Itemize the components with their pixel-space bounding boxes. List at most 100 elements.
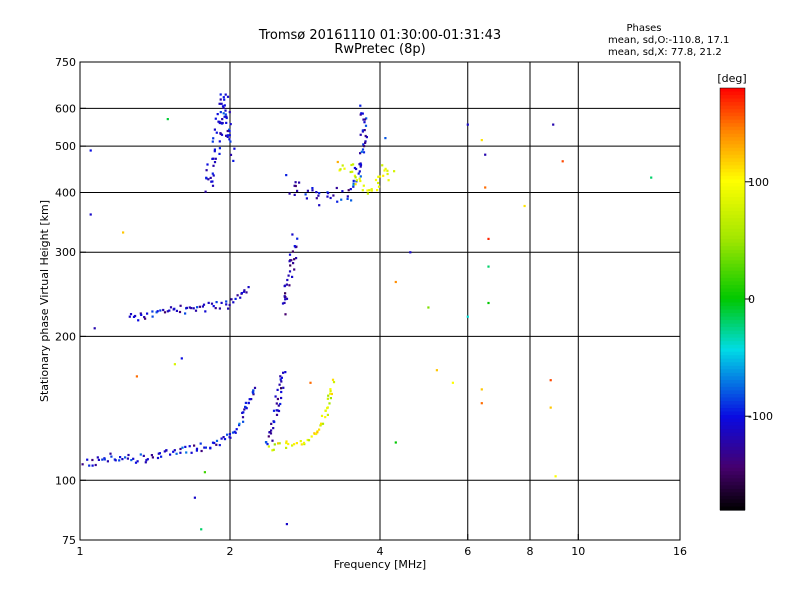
trace-point xyxy=(318,428,321,431)
trace-point xyxy=(222,106,225,109)
phase-colorbar: [deg] -100 0 100 xyxy=(717,72,773,511)
colorbar-strip xyxy=(720,299,745,304)
x-tick-label: 8 xyxy=(527,545,534,558)
colorbar-strip xyxy=(720,270,745,275)
colorbar-strip xyxy=(720,235,745,240)
trace-point xyxy=(222,112,225,115)
trace-point xyxy=(320,414,324,417)
trace-point xyxy=(173,449,176,452)
trace-point xyxy=(359,163,362,166)
trace-point xyxy=(213,148,216,151)
trace-point xyxy=(229,153,233,156)
trace-point xyxy=(360,112,363,115)
trace-point xyxy=(212,305,215,308)
trace-point xyxy=(377,181,380,185)
trace-point xyxy=(284,292,287,295)
colorbar-strip xyxy=(720,207,745,212)
trace-point xyxy=(146,458,149,461)
trace-point xyxy=(358,170,361,173)
colorbar-strip xyxy=(720,436,745,441)
x-axis-ticks: 1 2 4 6 8 10 16 xyxy=(77,534,687,558)
trace-point xyxy=(331,378,335,381)
trace-point xyxy=(195,449,198,452)
colorbar-strip xyxy=(720,464,745,469)
trace-point xyxy=(175,309,178,312)
colorbar-label: [deg] xyxy=(717,72,746,85)
scatter-point xyxy=(166,118,169,121)
trace-point xyxy=(163,450,166,453)
trace-point xyxy=(277,404,280,407)
trace-point xyxy=(240,292,243,295)
trace-point xyxy=(218,102,221,105)
colorbar-strip xyxy=(720,327,745,332)
trace-point xyxy=(156,310,159,313)
colorbar-strip xyxy=(720,422,745,427)
colorbar-strip xyxy=(720,348,745,353)
scatter-point xyxy=(435,369,438,372)
trace-point xyxy=(233,430,236,433)
trace-point xyxy=(291,275,294,278)
trace-point xyxy=(377,185,381,188)
trace-point xyxy=(137,319,140,322)
trace-point xyxy=(209,447,212,450)
trace-point xyxy=(285,283,288,286)
trace-point xyxy=(284,371,287,374)
trace-point xyxy=(315,432,318,436)
trace-point xyxy=(273,420,276,423)
colorbar-strip xyxy=(720,123,745,128)
scatter-point xyxy=(487,265,490,268)
trace-point xyxy=(160,455,163,458)
colorbar-strip xyxy=(720,144,745,149)
trace-point xyxy=(228,303,231,307)
scatter-point xyxy=(193,496,196,499)
scatter-point xyxy=(480,402,483,405)
trace-point xyxy=(361,129,364,132)
scatter-point xyxy=(650,176,653,179)
trace-point xyxy=(288,270,292,273)
trace-point xyxy=(223,438,227,441)
trace-point xyxy=(144,317,147,320)
y-tick-label: 400 xyxy=(55,186,76,199)
trace-point xyxy=(211,184,215,187)
trace-point xyxy=(278,383,281,386)
trace-point xyxy=(190,451,193,454)
trace-point xyxy=(281,302,285,305)
scatter-point xyxy=(394,441,397,444)
colorbar-strip xyxy=(720,211,745,216)
trace-point xyxy=(293,193,296,196)
trace-point xyxy=(276,397,279,401)
trace-point xyxy=(364,124,368,127)
trace-point xyxy=(218,152,221,155)
trace-point xyxy=(340,198,343,201)
colorbar-strip xyxy=(720,197,745,202)
trace-point xyxy=(365,136,368,139)
scatter-point xyxy=(409,251,412,254)
colorbar-strip xyxy=(720,316,745,321)
colorbar-strip xyxy=(720,390,745,395)
trace-point xyxy=(210,302,214,305)
trace-point xyxy=(352,184,355,187)
trace-point xyxy=(361,112,364,115)
colorbar-strip xyxy=(720,400,745,406)
trace-point xyxy=(209,176,212,179)
trace-point xyxy=(349,170,352,174)
y-tick-label: 600 xyxy=(55,102,76,115)
trace-point xyxy=(365,117,368,120)
colorbar-strip xyxy=(720,267,745,272)
trace-point xyxy=(318,192,321,195)
trace-point xyxy=(190,307,193,310)
trace-point xyxy=(341,164,344,167)
colorbar-strip xyxy=(720,281,745,286)
trace-point xyxy=(326,407,329,410)
trace-point xyxy=(204,190,207,193)
trace-point xyxy=(293,184,296,187)
colorbar-strip xyxy=(720,225,745,230)
trace-point xyxy=(218,140,221,143)
trace-point xyxy=(81,463,84,466)
colorbar-strip xyxy=(720,137,745,142)
colorbar-strip xyxy=(720,376,745,381)
trace-point xyxy=(128,315,131,318)
trace-point xyxy=(234,297,237,300)
trace-point xyxy=(279,378,282,381)
scatter-point xyxy=(200,528,203,531)
